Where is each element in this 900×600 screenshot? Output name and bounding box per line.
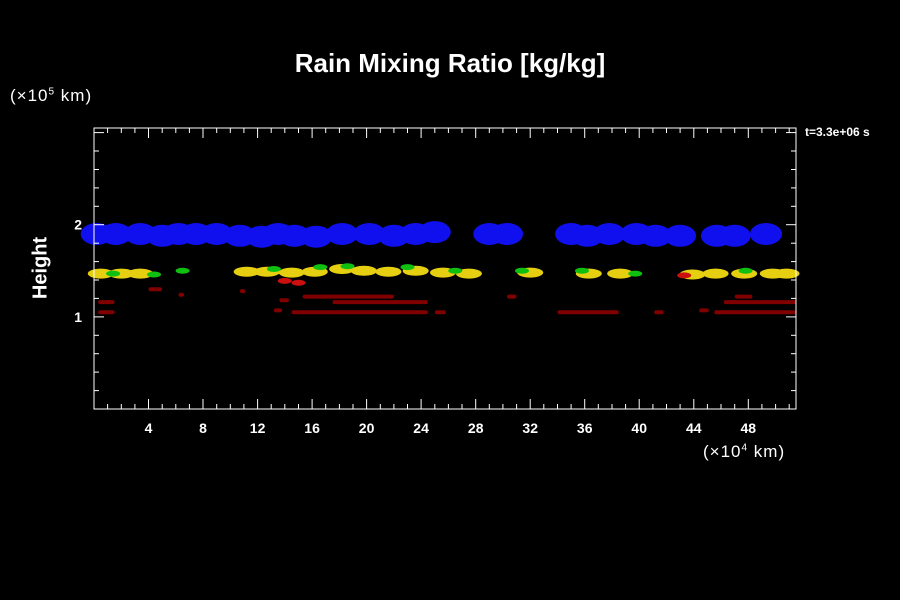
streak-1 (98, 310, 115, 315)
streak-15 (723, 300, 796, 305)
x-tick-label-48: 48 (741, 420, 757, 436)
x-tick-label-24: 24 (413, 420, 429, 436)
patch-high-23 (639, 224, 672, 247)
patch-yellow-2 (127, 268, 154, 279)
x-unit-suffix: km) (748, 442, 786, 461)
patch-red-0 (277, 277, 292, 284)
layer-2 (106, 263, 753, 278)
x-tick-label-12: 12 (250, 420, 266, 436)
x-tick-label-4: 4 (145, 420, 153, 436)
layer-4 (98, 287, 796, 315)
layer-1 (87, 264, 800, 280)
patch-high-27 (750, 223, 782, 245)
patch-green-3 (266, 266, 281, 272)
streak-2 (148, 287, 163, 292)
patch-green-2 (175, 267, 190, 274)
streak-13 (654, 310, 664, 315)
streak-5 (279, 298, 289, 303)
y-tick-label-2: 2 (74, 217, 82, 233)
patch-green-11 (738, 267, 753, 274)
x-unit-prefix: (×10 (703, 442, 742, 461)
streak-17 (714, 310, 796, 315)
patch-high-16 (418, 221, 451, 244)
patch-high-13 (353, 223, 386, 245)
patch-red-1 (677, 272, 692, 279)
x-tick-label-20: 20 (359, 420, 375, 436)
patch-green-4 (313, 264, 328, 271)
streak-6 (273, 308, 283, 313)
streak-0 (98, 300, 115, 305)
patch-green-0 (106, 270, 121, 277)
x-tick-label-40: 40 (631, 420, 647, 436)
patch-green-9 (575, 267, 589, 274)
patch-green-8 (515, 267, 529, 274)
streak-12 (557, 310, 619, 315)
patch-yellow-17 (702, 268, 729, 279)
streak-11 (507, 294, 517, 299)
patch-green-6 (400, 264, 415, 271)
patch-yellow-12 (455, 268, 482, 279)
patch-high-12 (326, 223, 359, 245)
patch-yellow-20 (773, 268, 800, 279)
streak-16 (734, 294, 753, 299)
patch-high-21 (593, 223, 626, 245)
y-unit-prefix: (×10 (10, 86, 49, 105)
streak-3 (178, 292, 184, 297)
y-unit-suffix: km) (55, 86, 93, 105)
streak-9 (291, 310, 428, 315)
layer-3 (277, 272, 692, 286)
patch-high-11 (300, 225, 333, 248)
chart-title: Rain Mixing Ratio [kg/kg] (294, 48, 606, 78)
patch-green-5 (340, 263, 355, 270)
patch-yellow-3 (233, 266, 260, 277)
patch-red-2 (291, 279, 306, 286)
patch-high-26 (718, 224, 751, 247)
streak-14 (699, 308, 709, 313)
y-unit-exponent: 5 (48, 86, 56, 98)
patch-green-7 (448, 267, 463, 274)
streak-7 (302, 294, 394, 299)
plot-frame (93, 127, 797, 410)
patch-green-1 (147, 271, 161, 278)
patch-yellow-15 (607, 268, 634, 279)
x-tick-label-16: 16 (304, 420, 320, 436)
streak-8 (332, 300, 428, 305)
x-unit-exponent: 4 (741, 442, 749, 454)
patch-yellow-5 (278, 267, 305, 278)
x-tick-label-32: 32 (522, 420, 538, 436)
y-axis-unit: (×105 km) (10, 86, 92, 106)
patch-high-1 (99, 223, 132, 245)
patch-high-18 (491, 223, 523, 245)
x-tick-label-28: 28 (468, 420, 484, 436)
streak-4 (239, 289, 246, 294)
patch-high-6 (200, 223, 233, 245)
patch-yellow-9 (375, 266, 402, 277)
time-label: t=3.3e+06 s (805, 125, 870, 139)
x-axis-unit: (×104 km) (703, 442, 785, 462)
x-tick-label-8: 8 (199, 420, 207, 436)
y-tick-label-1: 1 (74, 309, 82, 325)
patch-green-10 (628, 270, 643, 277)
patch-yellow-8 (350, 265, 377, 276)
x-tick-label-44: 44 (686, 420, 702, 436)
x-tick-label-36: 36 (577, 420, 593, 436)
streak-10 (434, 310, 446, 315)
patch-high-24 (664, 224, 697, 247)
layer-0 (80, 221, 782, 248)
